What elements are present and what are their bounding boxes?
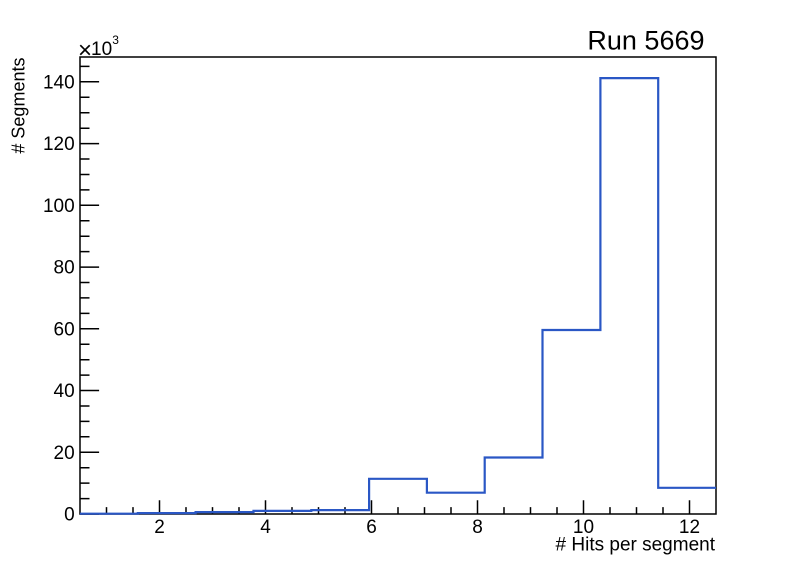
svg-text:6: 6 bbox=[366, 517, 377, 538]
svg-text:60: 60 bbox=[54, 319, 75, 340]
svg-text:×: × bbox=[78, 37, 92, 64]
svg-text:12: 12 bbox=[679, 517, 700, 538]
svg-text:20: 20 bbox=[54, 443, 75, 464]
svg-text:8: 8 bbox=[472, 517, 483, 538]
svg-text:120: 120 bbox=[43, 134, 75, 155]
svg-text:10: 10 bbox=[573, 517, 594, 538]
svg-text:3: 3 bbox=[112, 33, 119, 47]
svg-text:Run 5669: Run 5669 bbox=[587, 26, 704, 56]
svg-text:100: 100 bbox=[43, 196, 75, 217]
svg-text:10: 10 bbox=[91, 39, 112, 60]
svg-text:2: 2 bbox=[154, 517, 165, 538]
svg-text:# Segments: # Segments bbox=[9, 58, 29, 154]
svg-text:# Hits per segment: # Hits per segment bbox=[556, 535, 716, 556]
svg-text:4: 4 bbox=[260, 517, 271, 538]
svg-text:0: 0 bbox=[64, 505, 75, 526]
svg-text:40: 40 bbox=[54, 381, 75, 402]
svg-text:140: 140 bbox=[43, 72, 75, 93]
svg-text:80: 80 bbox=[54, 258, 75, 279]
